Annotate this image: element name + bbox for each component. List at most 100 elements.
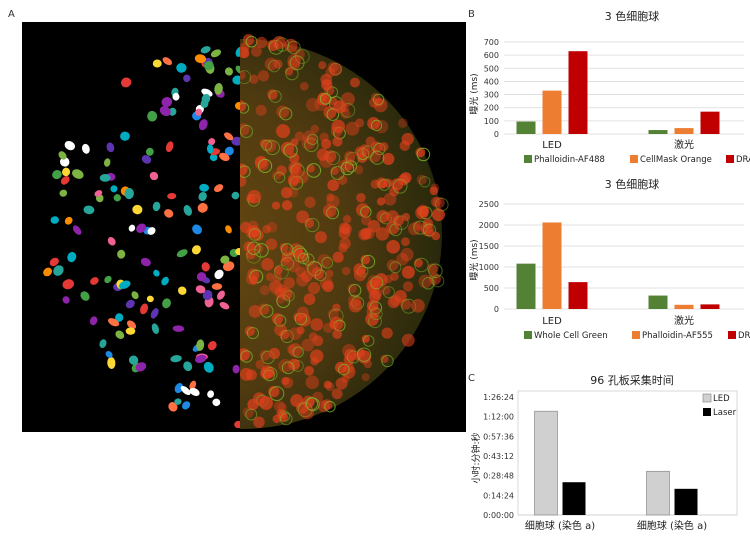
segmented-cell xyxy=(147,110,158,122)
membrane-fluor xyxy=(281,361,295,375)
nucleus-fluor xyxy=(322,322,334,333)
segmented-cell xyxy=(159,106,171,117)
nucleus-fluor xyxy=(361,373,370,382)
nucleus-fluor xyxy=(279,329,290,340)
y-tick-label: 700 xyxy=(484,38,499,47)
membrane-fluor xyxy=(370,150,385,165)
y-tick-label: 300 xyxy=(484,91,499,100)
nucleus-fluor xyxy=(312,391,324,403)
legend-label: DRAQ5 xyxy=(736,155,750,165)
segmented-cell xyxy=(152,59,162,68)
nucleus-fluor xyxy=(325,269,334,278)
nucleus-fluor xyxy=(391,178,404,191)
segmented-cell xyxy=(103,158,111,167)
nucleus-fluor xyxy=(310,318,324,331)
nucleus-fluor xyxy=(240,175,247,187)
chart-b2-svg: 3 色细胞球 曝光 (ms) 0 500 1000 1500 2000 2500 LED 激… xyxy=(468,177,750,341)
nucleus-fluor xyxy=(323,380,332,389)
nucleus-fluor xyxy=(295,266,307,278)
nucleus-fluor xyxy=(432,196,445,209)
nucleus-fluor xyxy=(242,33,255,46)
segmented-cell xyxy=(235,46,240,57)
membrane-fluor xyxy=(279,107,293,121)
segmented-cell xyxy=(67,251,77,263)
segmented-cell xyxy=(172,92,180,101)
segmented-cell xyxy=(161,276,169,286)
chart-plate-acquisition-time: 96 孔板采集时间 小时:分钟:秒 0:00:00 0:14:24 0:28:48 0… xyxy=(462,372,750,542)
segmented-cell xyxy=(167,192,177,200)
segmented-cell xyxy=(94,190,103,197)
membrane-fluor xyxy=(280,329,294,344)
bar-laser xyxy=(562,482,586,515)
legend-swatch xyxy=(524,155,532,163)
segmented-cell xyxy=(90,277,99,285)
nucleus-fluor xyxy=(281,376,290,386)
nucleus-fluor xyxy=(300,405,315,420)
nucleus-fluor xyxy=(396,253,409,266)
chart-title: 3 色细胞球 xyxy=(605,9,660,23)
nucleus-fluor xyxy=(255,156,269,171)
segmented-cell xyxy=(191,245,201,255)
nucleus-fluor xyxy=(332,136,343,147)
membrane-fluor xyxy=(370,119,383,132)
nucleus-fluor xyxy=(317,253,332,268)
legend-swatch xyxy=(702,393,712,403)
x-category-label: LED xyxy=(542,316,562,327)
nucleus-fluor xyxy=(279,243,289,252)
legend-label: Whole Cell Green xyxy=(534,331,608,341)
segmented-cell xyxy=(64,140,76,151)
membrane-fluor xyxy=(414,257,429,273)
nucleus-fluor xyxy=(305,375,320,390)
membrane-fluor xyxy=(361,254,376,269)
y-tick-label: 2000 xyxy=(479,221,499,230)
y-tick-label: 600 xyxy=(484,51,499,60)
segmented-cell xyxy=(189,380,197,390)
segmented-cell xyxy=(198,191,207,201)
nucleus-fluor xyxy=(380,354,389,364)
membrane-fluor xyxy=(326,206,340,220)
nucleus-fluor xyxy=(386,240,401,254)
segmented-cell xyxy=(225,225,232,234)
membrane-fluor xyxy=(280,256,295,271)
nucleus-fluor xyxy=(264,57,278,71)
nucleus-fluor xyxy=(259,350,271,361)
nucleus-fluor xyxy=(344,151,356,163)
nucleus-fluor xyxy=(359,144,371,156)
nucleus-fluor xyxy=(341,266,351,276)
segmented-cell xyxy=(161,97,173,107)
membrane-fluor xyxy=(280,243,294,256)
segmented-cell xyxy=(60,157,70,167)
nucleus-fluor xyxy=(417,205,429,217)
membrane-fluor xyxy=(326,86,339,98)
membrane-fluor xyxy=(275,37,290,52)
segmented-cell xyxy=(183,361,193,372)
segmented-cell xyxy=(113,194,121,202)
segmented-cell xyxy=(147,227,156,235)
nucleus-fluor xyxy=(349,77,360,88)
nucleus-fluor xyxy=(259,285,270,296)
nucleus-fluor xyxy=(274,287,286,298)
segmented-cell xyxy=(43,267,53,277)
nucleus-fluor xyxy=(360,227,372,240)
membrane-fluor xyxy=(297,252,310,265)
membrane-fluor xyxy=(279,412,293,426)
membrane-fluor xyxy=(378,178,391,191)
nucleus-fluor xyxy=(273,265,283,275)
membrane-fluor xyxy=(389,261,402,274)
segmented-cell xyxy=(107,356,116,369)
nucleus-fluor xyxy=(411,298,425,313)
segmented-cell xyxy=(170,355,182,363)
segmented-cell xyxy=(115,313,124,322)
segmented-cell xyxy=(80,291,90,301)
membrane-fluor xyxy=(283,143,298,158)
legend-label: LED xyxy=(713,394,730,404)
segmented-cell xyxy=(164,209,174,218)
nucleus-fluor xyxy=(332,303,341,312)
nucleus-fluor xyxy=(247,189,262,204)
y-tick-label: 0:00:00 xyxy=(483,511,514,520)
segmented-cell xyxy=(152,201,161,212)
nucleus-fluor xyxy=(337,175,348,185)
segmented-cell xyxy=(151,323,160,335)
nucleus-fluor xyxy=(283,277,295,289)
segmented-cell xyxy=(176,249,188,258)
